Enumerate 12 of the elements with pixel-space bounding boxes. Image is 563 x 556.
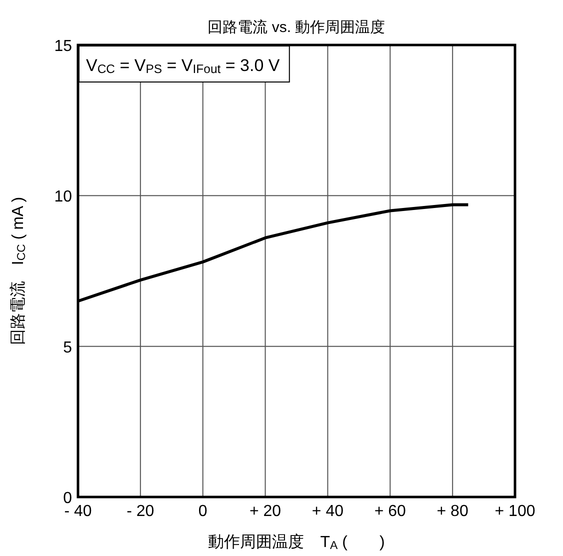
x-tick-label: + 100 <box>494 503 536 520</box>
x-tick-label: 0 <box>198 503 208 520</box>
y-axis-title: 回路電流 ICC ( mA ) <box>9 196 28 346</box>
x-tick-label: + 20 <box>249 503 282 520</box>
y-tick-label: 15 <box>54 38 72 55</box>
x-tick-label: + 40 <box>312 503 344 520</box>
y-tick-label: 10 <box>54 188 72 206</box>
chart-title: 回路電流 vs. 動作周囲温度 <box>208 19 386 36</box>
x-tick-label: + 80 <box>436 503 468 520</box>
y-tick-label: 5 <box>63 339 72 356</box>
x-tick-label: - 20 <box>126 503 154 520</box>
x-tick-label: + 60 <box>374 503 406 520</box>
